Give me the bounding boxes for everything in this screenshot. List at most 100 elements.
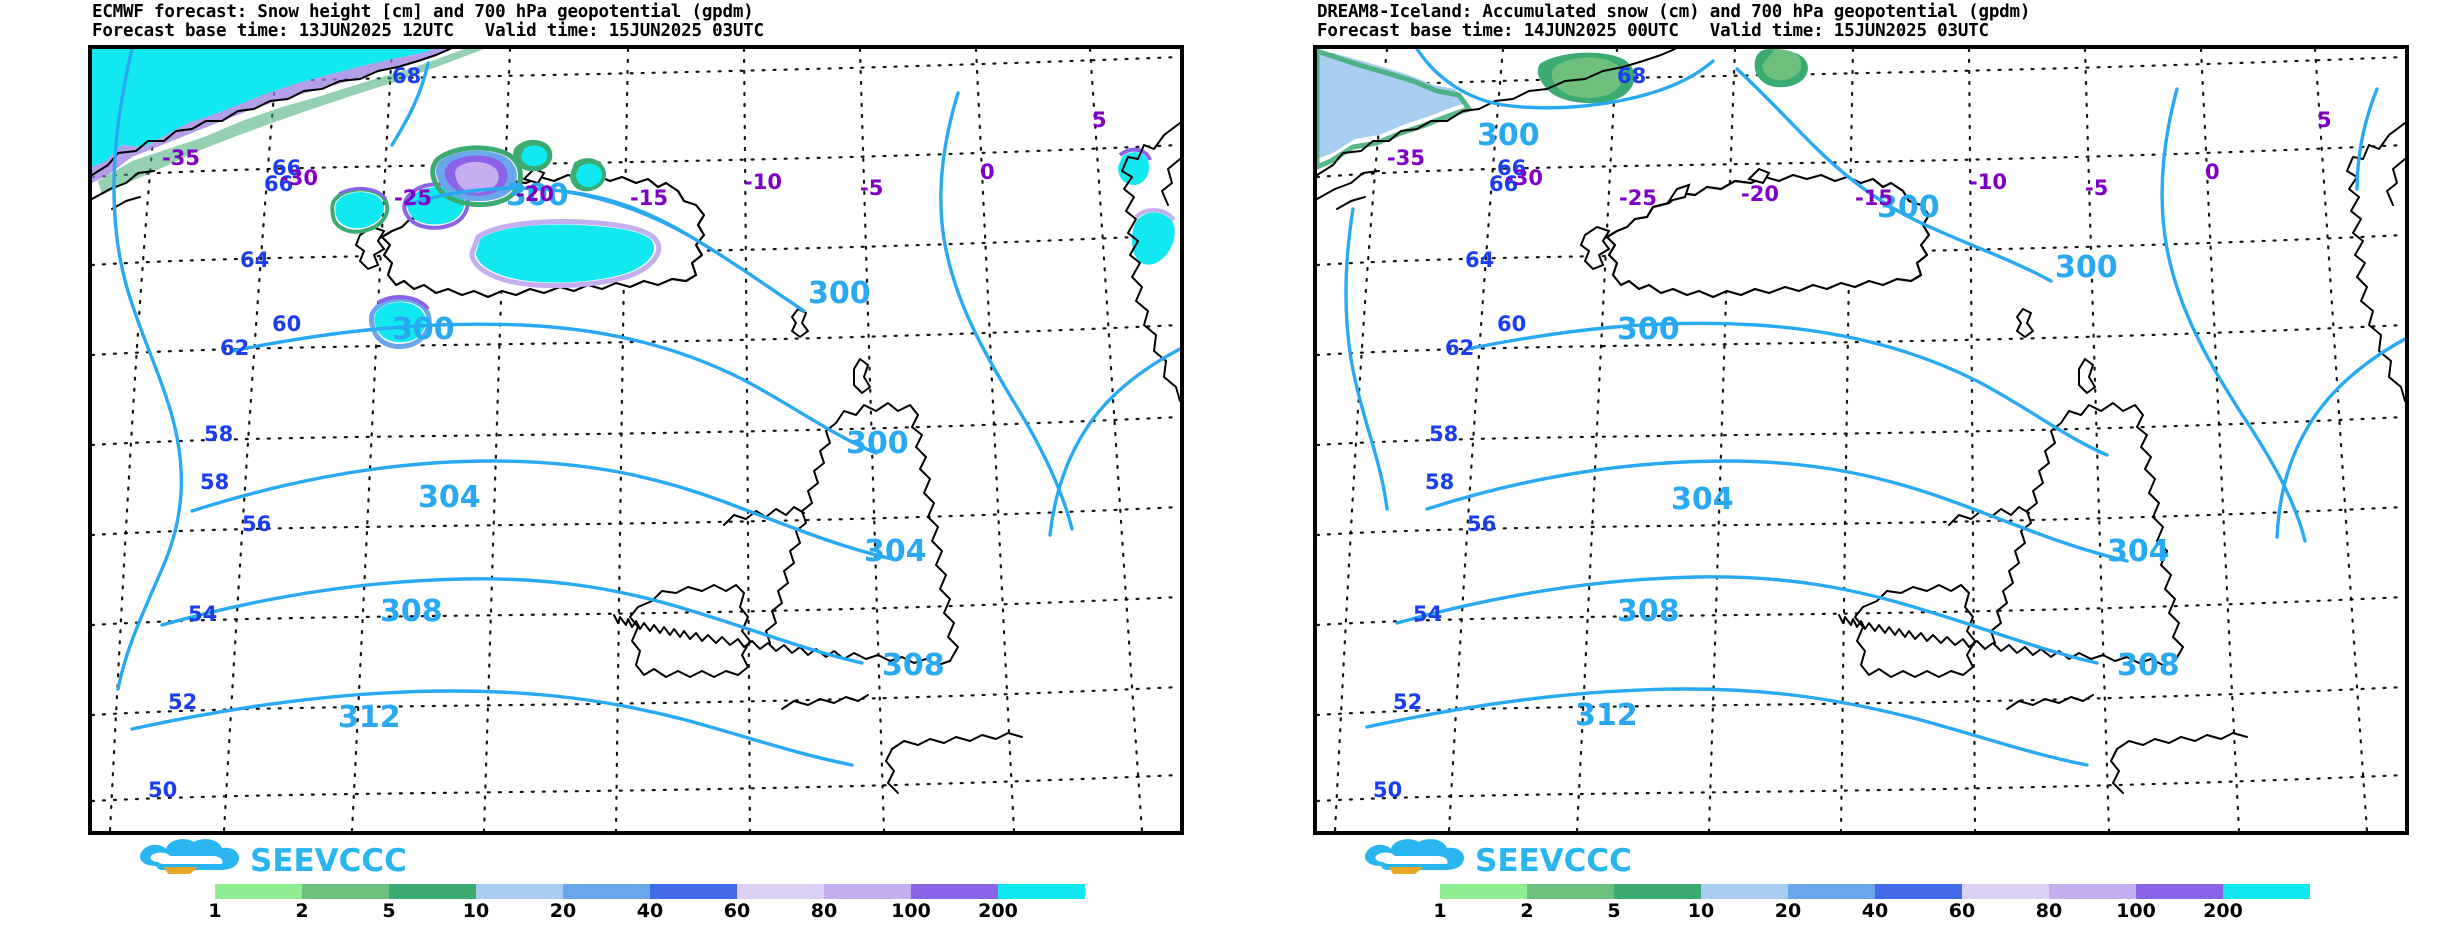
snow-fill-iceland — [330, 139, 662, 349]
colorbar-gradient — [1440, 884, 2310, 899]
svg-text:300: 300 — [2055, 250, 2118, 285]
svg-text:-10: -10 — [1969, 170, 2007, 194]
logo-text: SEEVCCC — [1475, 843, 1632, 879]
longitude-labels: -35 -30 -25 -20 -15 -10 -5 0 5 — [162, 108, 1107, 210]
svg-text:60: 60 — [1497, 312, 1526, 336]
svg-text:50: 50 — [1373, 778, 1402, 802]
coastline-europe — [613, 122, 1180, 794]
colorbar-tick: 1 — [208, 900, 222, 922]
svg-text:60: 60 — [272, 312, 301, 336]
colorbar-tick: 80 — [810, 900, 838, 922]
panel-title-line2: Forecast base time: 14JUN2025 00UTC Vali… — [1317, 20, 1989, 41]
geopotential-contours — [1344, 49, 2405, 767]
colorbar-tick: 40 — [1861, 900, 1889, 922]
colorbar-tick: 60 — [1948, 900, 1976, 922]
geopotential-contours — [112, 49, 1180, 767]
colorbar-tick: 200 — [978, 900, 1018, 922]
svg-text:56: 56 — [1467, 512, 1496, 536]
coastline-greenland — [1317, 49, 1676, 210]
svg-text:64: 64 — [240, 248, 269, 272]
graticule-latitude — [92, 55, 1180, 803]
colorbar-ticks: 1 2 5 10 20 40 60 80 100 200 — [130, 900, 1170, 924]
latitude-labels: 68 66 66 64 62 60 58 58 56 54 52 50 — [1373, 64, 1646, 802]
svg-text:300: 300 — [1477, 118, 1540, 153]
svg-text:58: 58 — [1429, 422, 1458, 446]
coastline-greenland — [92, 49, 451, 210]
coastline-iceland — [1579, 167, 1931, 299]
logo-text: SEEVCCC — [250, 843, 407, 879]
panel-dream8: DREAM8-Iceland: Accumulated snow (cm) an… — [1225, 0, 2449, 925]
map-canvas-dream8[interactable]: 300 300 300 300 304 304 308 308 312 68 6… — [1313, 45, 2409, 835]
colorbar-tick: 2 — [1520, 900, 1534, 922]
svg-text:300: 300 — [808, 276, 871, 311]
colorbar-ticks: 1 2 5 10 20 40 60 80 100 200 — [1355, 900, 2395, 924]
logo-svg: SEEVCCC — [1365, 839, 1632, 879]
panel-title-line1: DREAM8-Iceland: Accumulated snow (cm) an… — [1317, 2, 2031, 22]
colorbar-tick: 100 — [891, 900, 931, 922]
svg-text:308: 308 — [882, 648, 945, 683]
svg-text:308: 308 — [380, 594, 443, 629]
svg-text:300: 300 — [1617, 312, 1680, 347]
colorbar-tick: 60 — [723, 900, 751, 922]
svg-text:-5: -5 — [2085, 176, 2108, 200]
svg-text:300: 300 — [392, 312, 455, 347]
latitude-labels: 68 66 66 64 62 60 58 58 56 54 52 50 — [148, 64, 421, 802]
svg-text:304: 304 — [2107, 534, 2170, 569]
colorbar-tick: 10 — [1687, 900, 1715, 922]
panel-title-line2: Forecast base time: 13JUN2025 12UTC Vali… — [92, 20, 764, 41]
map-canvas-ecmwf[interactable]: 300 300 300 300 304 304 308 308 312 68 6… — [88, 45, 1184, 835]
svg-text:-15: -15 — [1855, 186, 1893, 210]
graticule-latitude — [1317, 55, 2405, 803]
map-svg-dream8: 300 300 300 300 304 304 308 308 312 68 6… — [1317, 49, 2405, 831]
svg-text:0: 0 — [2205, 160, 2220, 184]
colorbar-tick: 5 — [1607, 900, 1621, 922]
svg-text:68: 68 — [392, 64, 421, 88]
colorbar-tick: 10 — [462, 900, 490, 922]
cloud-icon — [140, 839, 240, 874]
longitude-labels: -35 -30 -25 -20 -15 -10 -5 0 5 — [1387, 108, 2332, 210]
svg-text:66: 66 — [272, 156, 301, 180]
svg-text:-5: -5 — [860, 176, 883, 200]
seevccc-logo-ecmwf: SEEVCCC — [128, 836, 458, 882]
svg-text:50: 50 — [148, 778, 177, 802]
svg-text:54: 54 — [188, 602, 217, 626]
svg-text:66: 66 — [1497, 156, 1526, 180]
svg-text:68: 68 — [1617, 64, 1646, 88]
svg-text:58: 58 — [204, 422, 233, 446]
colorbar-tick: 80 — [2035, 900, 2063, 922]
svg-text:58: 58 — [200, 470, 229, 494]
snow-fill-norway — [1118, 147, 1176, 265]
panel-title-block-dream8: DREAM8-Iceland: Accumulated snow (cm) an… — [1317, 3, 2437, 40]
svg-text:-30: -30 — [1505, 166, 1543, 190]
colorbar-tick: 200 — [2203, 900, 2243, 922]
svg-text:308: 308 — [1617, 594, 1680, 629]
svg-text:308: 308 — [2117, 648, 2180, 683]
svg-text:300: 300 — [506, 178, 569, 213]
contour-labels: 300 300 300 300 304 304 308 308 312 — [1477, 118, 2180, 733]
colorbar-tick: 5 — [382, 900, 396, 922]
panel-ecmwf: ECMWF forecast: Snow height [cm] and 700… — [0, 0, 1224, 925]
contour-labels: 300 300 300 300 304 304 308 308 312 — [338, 178, 945, 735]
svg-text:-35: -35 — [162, 146, 200, 170]
svg-text:5: 5 — [2317, 108, 2332, 132]
colorbar-tick: 20 — [549, 900, 577, 922]
colorbar-gradient — [215, 884, 1085, 899]
colorbar-dream8: 1 2 5 10 20 40 60 80 100 200 — [1355, 884, 2445, 924]
svg-text:-35: -35 — [1387, 146, 1425, 170]
svg-text:56: 56 — [242, 512, 271, 536]
colorbar-tick: 20 — [1774, 900, 1802, 922]
svg-text:-20: -20 — [516, 182, 554, 206]
svg-text:-25: -25 — [1619, 186, 1657, 210]
panel-title-line1: ECMWF forecast: Snow height [cm] and 700… — [92, 2, 754, 22]
svg-text:64: 64 — [1465, 248, 1494, 272]
svg-text:66: 66 — [1489, 172, 1518, 196]
panel-title-block-ecmwf: ECMWF forecast: Snow height [cm] and 700… — [92, 3, 1212, 40]
svg-text:304: 304 — [1671, 482, 1734, 517]
svg-text:304: 304 — [418, 480, 481, 515]
svg-text:0: 0 — [980, 160, 995, 184]
colorbar-tick: 100 — [2116, 900, 2156, 922]
svg-text:-15: -15 — [630, 186, 668, 210]
svg-text:58: 58 — [1425, 470, 1454, 494]
svg-text:304: 304 — [864, 534, 927, 569]
